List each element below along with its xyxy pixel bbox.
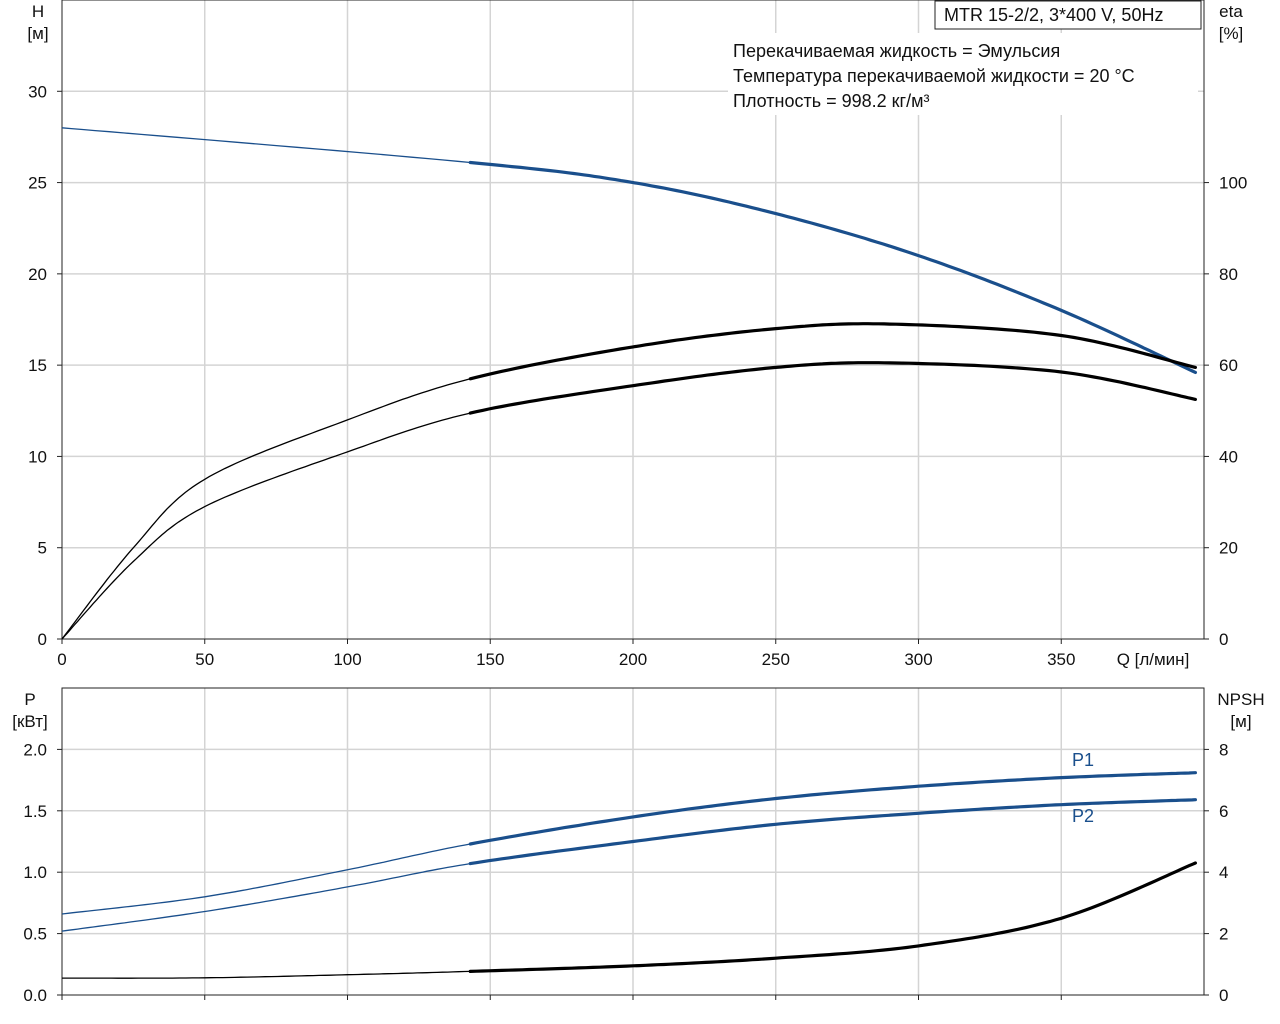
series-label-p2: P2 [1072,806,1094,826]
curve-1-2-full [62,862,1196,979]
y-left-tick-label: 0.5 [23,925,47,944]
bottom-y-right-label-name: NPSH [1217,690,1264,709]
y-right-tick-label: 60 [1219,356,1238,375]
info-line-density: Плотность = 998.2 кг/м³ [733,91,929,111]
y-left-tick-label: 0 [38,630,47,649]
x-tick-label: 150 [476,650,504,669]
y-right-tick-label: 8 [1219,740,1228,759]
curve-0-0-operating [468,160,1197,374]
model-title: MTR 15-2/2, 3*400 V, 50Hz [944,5,1163,25]
bottom-y-right-label-unit: [м] [1230,712,1251,731]
y-right-tick-label: 100 [1219,174,1247,193]
top-y-right-label-unit: [%] [1219,24,1244,43]
y-left-tick-label: 20 [28,265,47,284]
top-x-label: Q [л/мин] [1117,650,1190,669]
curve-1-2-operating [468,861,1197,973]
curve-0-1-operating [468,322,1197,381]
bottom-y-left-label-unit: [кВт] [12,712,47,731]
y-left-tick-label: 0.0 [23,986,47,1005]
x-tick-label: 300 [904,650,932,669]
x-tick-label: 50 [195,650,214,669]
curve-1-1-operating [468,798,1197,866]
info-line-temperature: Температура перекачиваемой жидкости = 20… [733,66,1135,86]
y-right-tick-label: 6 [1219,802,1228,821]
y-right-tick-label: 2 [1219,925,1228,944]
x-tick-label: 0 [57,650,66,669]
y-left-tick-label: 30 [28,82,47,101]
y-right-tick-label: 80 [1219,265,1238,284]
x-tick-label: 350 [1047,650,1075,669]
y-right-tick-label: 40 [1219,447,1238,466]
curve-0-2-operating [468,361,1197,415]
bottom-y-left-label-name: P [24,690,35,709]
y-left-tick-label: 10 [28,447,47,466]
curve-0-0-full [61,127,1196,373]
y-left-tick-label: 2.0 [23,740,47,759]
curve-1-0-operating [468,771,1197,846]
y-left-tick-label: 1.5 [23,802,47,821]
y-right-tick-label: 4 [1219,863,1228,882]
top-y-left-label-unit: [м] [27,24,48,43]
y-left-tick-label: 5 [38,539,47,558]
top-y-right-label-name: eta [1219,2,1243,21]
model-title-box [934,0,1202,30]
info-box-bg [728,33,1198,115]
y-left-tick-label: 15 [28,356,47,375]
x-tick-label: 100 [333,650,361,669]
curve-0-2-full [61,362,1196,640]
x-tick-label: 200 [619,650,647,669]
x-tick-label: 250 [762,650,790,669]
curve-1-1-full [61,799,1196,932]
info-line-liquid: Перекачиваемая жидкость = Эмульсия [733,41,1060,61]
y-right-tick-label: 20 [1219,539,1238,558]
y-right-tick-label: 0 [1219,630,1228,649]
y-right-tick-label: 0 [1219,986,1228,1005]
y-left-tick-label: 1.0 [23,863,47,882]
series-label-p1: P1 [1072,750,1094,770]
curve-0-1-full [61,323,1196,640]
top-y-left-label-name: H [32,2,44,21]
y-left-tick-label: 25 [28,174,47,193]
